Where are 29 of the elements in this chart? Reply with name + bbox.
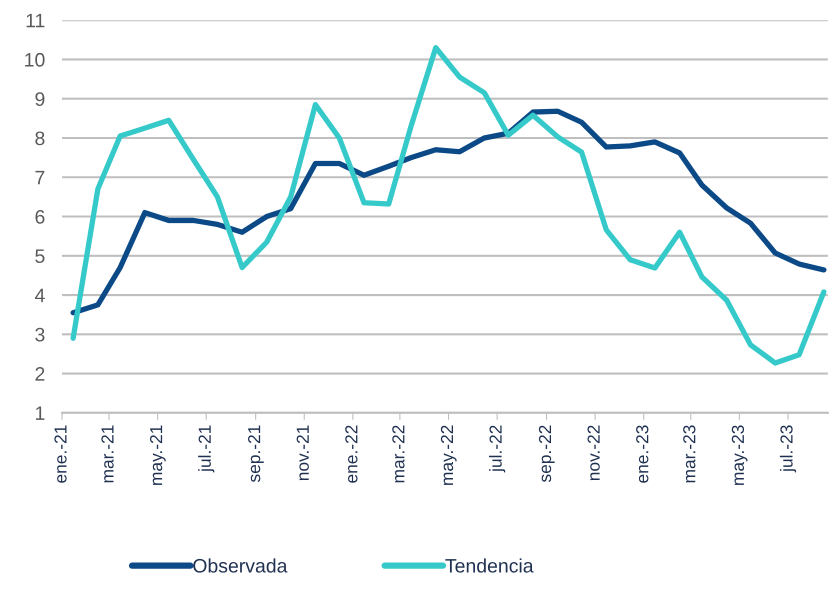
x-tick-label: jul.-22 [489,426,506,472]
x-tick-label: jul.-21 [198,425,214,472]
y-tick-label: 4 [34,288,45,302]
x-tick-label: nov.-22 [588,426,600,480]
x-tick-label: nov.-21 [296,425,309,480]
y-tick-label: 6 [35,210,44,224]
y-tick-label: 3 [35,328,44,342]
x-tick-label: may.-21 [150,425,166,485]
y-tick-label: 5 [35,249,45,264]
x-tick-label: sep.-21 [248,425,264,482]
x-tick-label: jul.-23 [780,425,796,472]
legend-label: Tendencia [445,558,534,573]
x-tick-label: ene.-23 [636,425,648,483]
x-tick-label: ene.-21 [54,425,67,483]
y-tick-label: 8 [35,131,44,146]
y-tick-label: 7 [36,170,44,184]
legend-label: Observada [193,558,288,573]
y-tick-label: 10 [25,52,45,67]
x-tick-label: mar.-22 [392,426,405,482]
y-tick-label: 1 [36,406,44,420]
x-tick-label: ene.-22 [345,426,358,483]
x-tick-label: may.-23 [732,425,748,485]
y-tick-label: 9 [35,92,44,106]
y-tick-label: 11 [26,14,44,28]
x-tick-label: mar.-21 [101,425,114,482]
x-tick-label: sep.-22 [538,426,555,482]
x-tick-label: may.-22 [440,426,457,485]
y-tick-label: 2 [35,367,44,381]
x-tick-label: mar.-23 [683,425,696,482]
